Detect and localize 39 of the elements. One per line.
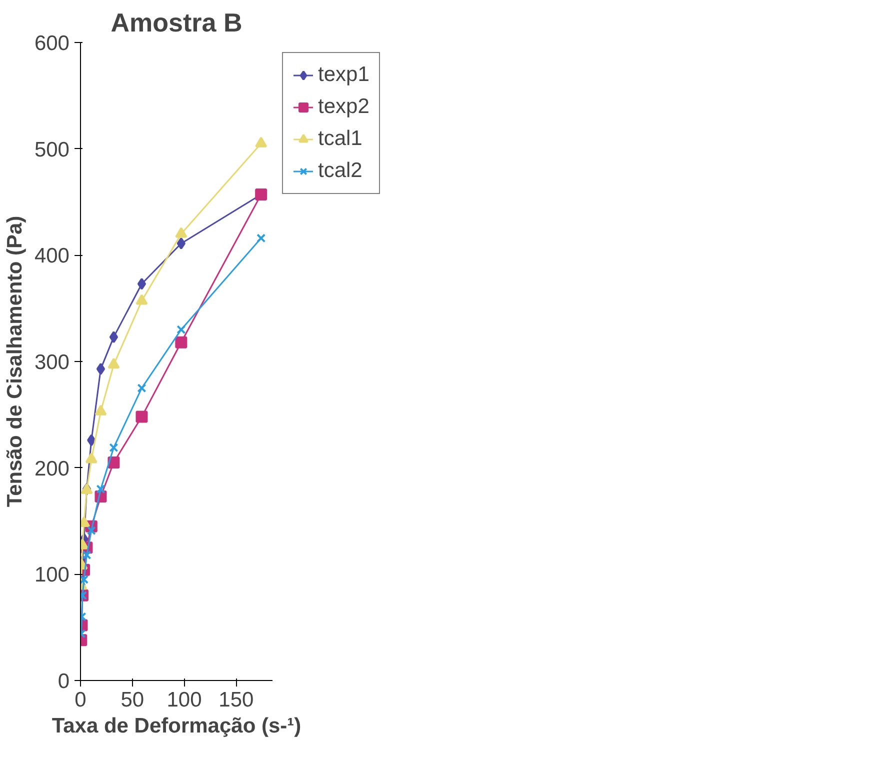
- y-axis-title: Tensão de Cisalhamento (Pa): [3, 216, 26, 508]
- point: [87, 434, 96, 446]
- point: [136, 410, 148, 423]
- point: [175, 227, 188, 238]
- y-tick-label: 400: [34, 244, 70, 268]
- point: [109, 331, 118, 344]
- point: [176, 325, 186, 334]
- legend-label: texp1: [318, 63, 370, 87]
- x-tick-label: 150: [218, 688, 254, 712]
- point: [109, 443, 118, 452]
- y-tick-label: 200: [34, 457, 70, 480]
- point: [82, 550, 92, 560]
- point: [176, 237, 186, 250]
- point: [256, 234, 266, 243]
- legend-label: tcal1: [318, 127, 362, 151]
- point: [80, 574, 89, 584]
- point: [86, 526, 96, 536]
- point: [96, 362, 106, 375]
- x-axis-title: Taxa de Deformação (s-¹): [52, 714, 302, 738]
- y-tick-label: 600: [34, 32, 70, 55]
- chart-title: Amostra B: [110, 8, 242, 38]
- point: [136, 294, 148, 305]
- legend-label: texp2: [318, 95, 370, 119]
- y-tick-label: 0: [58, 670, 70, 693]
- point: [96, 484, 106, 494]
- y-tick-label: 500: [34, 138, 70, 162]
- point: [255, 136, 268, 148]
- point: [108, 358, 120, 369]
- y-tick-label: 300: [34, 351, 70, 374]
- point: [175, 336, 188, 348]
- x-tick-label: 0: [74, 688, 86, 712]
- point: [85, 452, 98, 464]
- point: [137, 384, 146, 393]
- y-tick-label: 100: [34, 564, 70, 587]
- x-tick-label: 50: [120, 688, 144, 712]
- x-tick-label: 100: [166, 688, 202, 712]
- point: [137, 278, 146, 290]
- point: [94, 404, 107, 416]
- legend-label: tcal2: [318, 159, 362, 183]
